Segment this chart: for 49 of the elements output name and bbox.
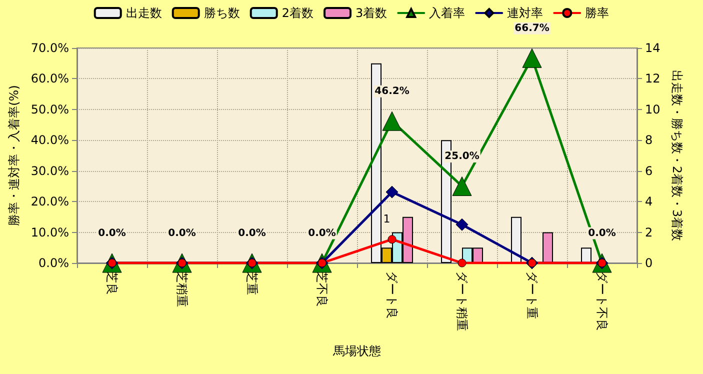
- legend-label: 連対率: [507, 6, 544, 20]
- point: [452, 176, 472, 196]
- legend-label: 2着数: [282, 6, 314, 20]
- y2-tick-label: 4: [645, 194, 653, 209]
- point: [382, 111, 402, 131]
- point: [522, 48, 542, 68]
- y2-tick-label: 6: [645, 164, 653, 178]
- x-axis-title: 馬場状態: [332, 344, 382, 358]
- legend-label: 3着数: [356, 6, 388, 20]
- data-label: 0.0%: [588, 228, 616, 239]
- data-label: 25.0%: [444, 150, 480, 162]
- y2-tick-label: 8: [645, 133, 653, 148]
- data-label: 1: [383, 212, 390, 226]
- data-label: 66.7%: [514, 22, 550, 34]
- y-tick-label: 70.0%: [30, 41, 70, 55]
- y-tick-label: 50.0%: [30, 102, 70, 116]
- data-label: 0.0%: [168, 228, 196, 239]
- y-tick-label: 40.0%: [30, 133, 70, 148]
- legend-label: 勝ち数: [204, 6, 240, 20]
- data-label: 0.0%: [308, 228, 336, 239]
- x-tick-label: ダート重: [525, 271, 540, 319]
- point: [386, 186, 398, 198]
- x-tick-label: ダート良: [385, 271, 400, 319]
- point: [456, 218, 468, 231]
- y-tick-label: 0.0%: [38, 256, 70, 270]
- data-label: 0.0%: [238, 228, 266, 239]
- y2-tick-label: 12: [645, 72, 660, 86]
- legend-label: 入着率: [429, 6, 466, 20]
- y2-axis-title: 出走数・勝ち数・2着数・3着数: [670, 70, 684, 242]
- point: [388, 235, 396, 244]
- y-axis-title: 勝率・連対率・入着率(%): [7, 85, 21, 226]
- y2-tick-label: 0: [645, 256, 653, 270]
- legend-label: 出走数: [126, 6, 162, 20]
- x-tick-label: ダート不良: [595, 271, 609, 331]
- data-label: 46.2%: [374, 86, 410, 97]
- y-tick-label: 10.0%: [30, 225, 70, 240]
- y-tick-label: 60.0%: [30, 72, 70, 86]
- y-tick-label: 30.0%: [30, 164, 70, 178]
- y-tick-label: 20.0%: [30, 194, 70, 209]
- bar: [511, 216, 522, 263]
- y2-tick-label: 14: [645, 41, 660, 55]
- point: [458, 258, 466, 268]
- bar: [542, 232, 554, 263]
- data-label: 0.0%: [98, 228, 126, 239]
- x-tick-label: ダート稍重: [455, 271, 470, 331]
- bar: [581, 248, 592, 263]
- legend-label: 勝率: [585, 6, 610, 20]
- y2-tick-label: 10: [645, 102, 660, 116]
- y2-tick-label: 2: [645, 225, 653, 240]
